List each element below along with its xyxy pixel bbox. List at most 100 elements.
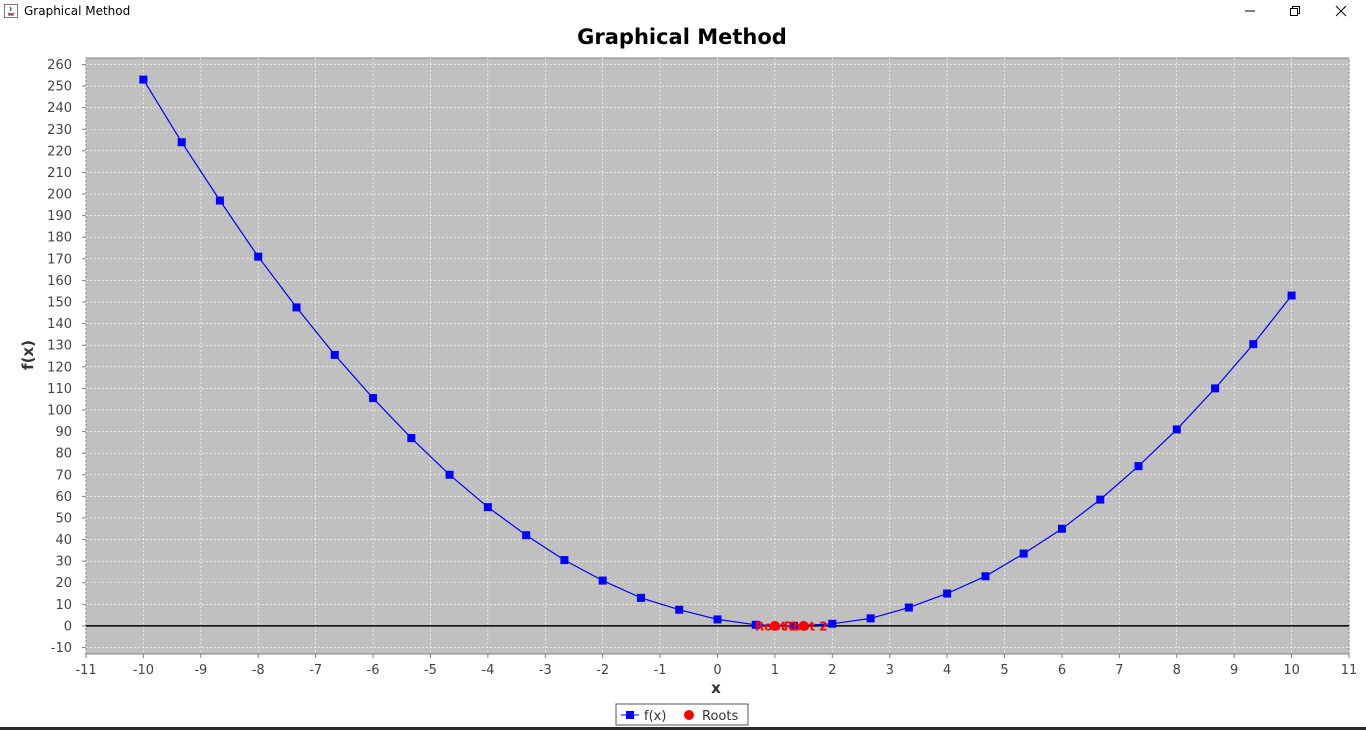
legend-fx-marker <box>626 711 634 719</box>
y-tick-label: 70 <box>55 468 72 483</box>
y-tick-label: 60 <box>55 490 72 505</box>
y-tick-label: 180 <box>47 231 72 246</box>
fx-point <box>483 503 492 512</box>
y-tick-label: 170 <box>47 252 72 267</box>
x-tick-label: -7 <box>309 663 322 678</box>
y-tick-label: 150 <box>47 296 72 311</box>
root-label: Root 1 <box>755 619 799 633</box>
chart-svg: Graphical Method -1001020304050607080901… <box>19 25 1357 726</box>
fx-point <box>292 303 301 312</box>
fx-point <box>713 615 722 624</box>
fx-point <box>1172 425 1181 434</box>
y-tick-label: 40 <box>55 533 72 548</box>
fx-point <box>254 252 263 261</box>
fx-point <box>866 614 875 623</box>
y-tick-label: 110 <box>47 382 72 397</box>
x-tick-label: 6 <box>1058 663 1066 678</box>
fx-point <box>1287 291 1296 300</box>
series-fx-markers <box>139 75 1296 630</box>
fx-point <box>636 593 645 602</box>
y-axis: -10 0 10 20 30 40 50 60 70 80 90 100 110 120 130 140 150… <box>47 58 86 656</box>
close-icon <box>1335 5 1347 17</box>
legend-fx-label: f(x) <box>644 709 666 724</box>
fx-point <box>981 572 990 581</box>
x-tick-label: -3 <box>539 663 552 678</box>
legend: f(x) Roots <box>615 703 749 726</box>
close-button[interactable] <box>1318 0 1364 22</box>
fx-point <box>330 350 339 359</box>
fx-point <box>904 603 913 612</box>
x-tick-label: 3 <box>886 663 894 678</box>
y-tick-label: 10 <box>55 598 72 613</box>
restore-button[interactable] <box>1272 0 1318 22</box>
y-tick-label: 200 <box>47 188 72 203</box>
y-tick-label: 140 <box>47 317 72 332</box>
x-tick-label: 10 <box>1283 663 1300 678</box>
restore-icon <box>1290 6 1300 16</box>
window-titlebar: Graphical Method <box>0 0 1366 24</box>
x-tick-label: -2 <box>596 663 609 678</box>
y-tick-label: 230 <box>47 123 72 138</box>
x-tick-label: -4 <box>481 663 494 678</box>
y-tick-label: 120 <box>47 360 72 375</box>
y-tick-label: 30 <box>55 555 72 570</box>
fx-point <box>751 620 760 629</box>
fx-point <box>522 531 531 540</box>
x-tick-label: -8 <box>252 663 265 678</box>
root-point <box>769 620 780 631</box>
legend-box <box>615 703 749 726</box>
x-tick-label: 9 <box>1230 663 1238 678</box>
fx-point <box>1096 495 1105 504</box>
legend-roots-marker <box>684 710 694 720</box>
fx-point <box>943 589 952 598</box>
x-tick-label: -11 <box>75 663 96 678</box>
fx-point <box>139 75 148 84</box>
x-tick-label: 1 <box>771 663 779 678</box>
y-tick-label: 50 <box>55 511 72 526</box>
y-tick-label: 260 <box>47 58 72 73</box>
x-tick-label: -1 <box>654 663 667 678</box>
root-point <box>798 620 809 631</box>
x-tick-label: 2 <box>828 663 836 678</box>
x-tick-label: 5 <box>1000 663 1008 678</box>
java-app-icon <box>4 4 18 18</box>
fx-point <box>407 434 416 443</box>
x-tick-label: -5 <box>424 663 437 678</box>
legend-roots-label: Roots <box>702 709 738 724</box>
fx-point <box>369 394 378 403</box>
fx-point <box>598 576 607 585</box>
fx-point <box>790 621 799 630</box>
fx-point <box>1019 549 1028 558</box>
fx-point <box>1057 524 1066 533</box>
y-tick-label: 80 <box>55 447 72 462</box>
y-tick-label: 250 <box>47 80 72 95</box>
y-tick-label: 240 <box>47 101 72 116</box>
x-axis: -11 -10 -9 -8 -7 -6 -5 -4 -3 -2 -1 0 1 2 3 4 5 6 7 8 9 10 11 <box>75 654 1357 678</box>
x-tick-label: 0 <box>713 663 721 678</box>
fx-point <box>1211 384 1220 393</box>
y-tick-label: 210 <box>47 166 72 181</box>
fx-point <box>1134 462 1143 471</box>
y-tick-label: 160 <box>47 274 72 289</box>
y-tick-label: 90 <box>55 425 72 440</box>
fx-point <box>828 619 837 628</box>
minimize-icon <box>1245 10 1255 12</box>
minimize-button[interactable] <box>1227 0 1273 22</box>
y-tick-label: 220 <box>47 144 72 159</box>
x-tick-label: -10 <box>133 663 154 678</box>
window-title: Graphical Method <box>24 4 131 18</box>
window-bottom-edge <box>0 727 1366 730</box>
x-tick-label: 11 <box>1341 663 1358 678</box>
y-tick-label: -10 <box>51 641 72 656</box>
root-label: Root 2 <box>784 619 828 633</box>
y-tick-label: 190 <box>47 209 72 224</box>
fx-point <box>177 138 186 147</box>
y-tick-label: 130 <box>47 339 72 354</box>
y-axis-label: f(x) <box>19 340 37 370</box>
fx-point <box>445 470 454 479</box>
x-tick-label: 7 <box>1115 663 1123 678</box>
y-tick-label: 20 <box>55 576 72 591</box>
fx-point <box>560 556 569 565</box>
x-tick-label: 4 <box>943 663 951 678</box>
